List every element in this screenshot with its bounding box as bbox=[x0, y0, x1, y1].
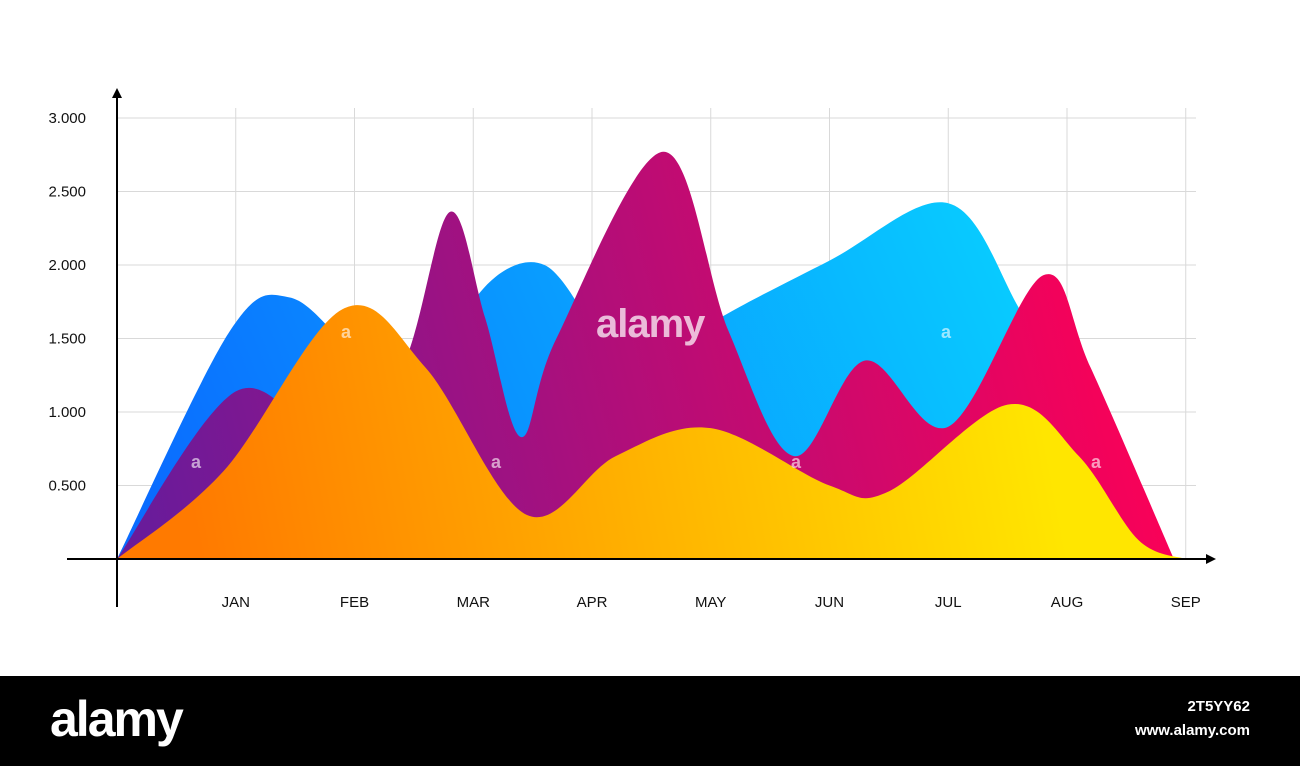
series-areas bbox=[117, 151, 1186, 559]
x-tick-label: JAN bbox=[222, 594, 250, 611]
footer-url[interactable]: www.alamy.com bbox=[1134, 722, 1250, 739]
x-tick-labels: JAN FEB MAR APR MAY JUN JUL AUG SEP bbox=[222, 594, 1201, 611]
y-tick-label: 3.000 bbox=[48, 110, 86, 127]
x-tick-label: JUN bbox=[815, 594, 844, 611]
footer-bar: alamy 2T5YY62 www.alamy.com bbox=[0, 676, 1300, 766]
y-tick-label: 1.500 bbox=[48, 331, 86, 348]
footer-logo: alamy bbox=[50, 691, 184, 747]
x-tick-label: AUG bbox=[1051, 594, 1084, 611]
y-tick-label: 0.500 bbox=[48, 478, 86, 495]
x-axis-arrow-icon bbox=[1206, 554, 1216, 564]
y-tick-label: 2.500 bbox=[48, 184, 86, 201]
footer-image-id: 2T5YY62 bbox=[1187, 698, 1250, 715]
axes bbox=[67, 88, 1216, 607]
area-chart: 3.000 2.500 2.000 1.500 1.000 0.500 JAN FEB MAR… bbox=[48, 88, 1216, 611]
x-tick-label: SEP bbox=[1171, 594, 1201, 611]
y-tick-labels: 3.000 2.500 2.000 1.500 1.000 0.500 bbox=[48, 110, 86, 495]
x-tick-label: JUL bbox=[935, 594, 962, 611]
x-tick-label: FEB bbox=[340, 594, 369, 611]
x-tick-label: MAR bbox=[457, 594, 491, 611]
series-2-area bbox=[117, 305, 1186, 559]
y-axis-arrow-icon bbox=[112, 88, 122, 98]
y-tick-label: 2.000 bbox=[48, 257, 86, 274]
x-tick-label: MAY bbox=[695, 594, 726, 611]
y-tick-label: 1.000 bbox=[48, 404, 86, 421]
x-tick-label: APR bbox=[577, 594, 608, 611]
